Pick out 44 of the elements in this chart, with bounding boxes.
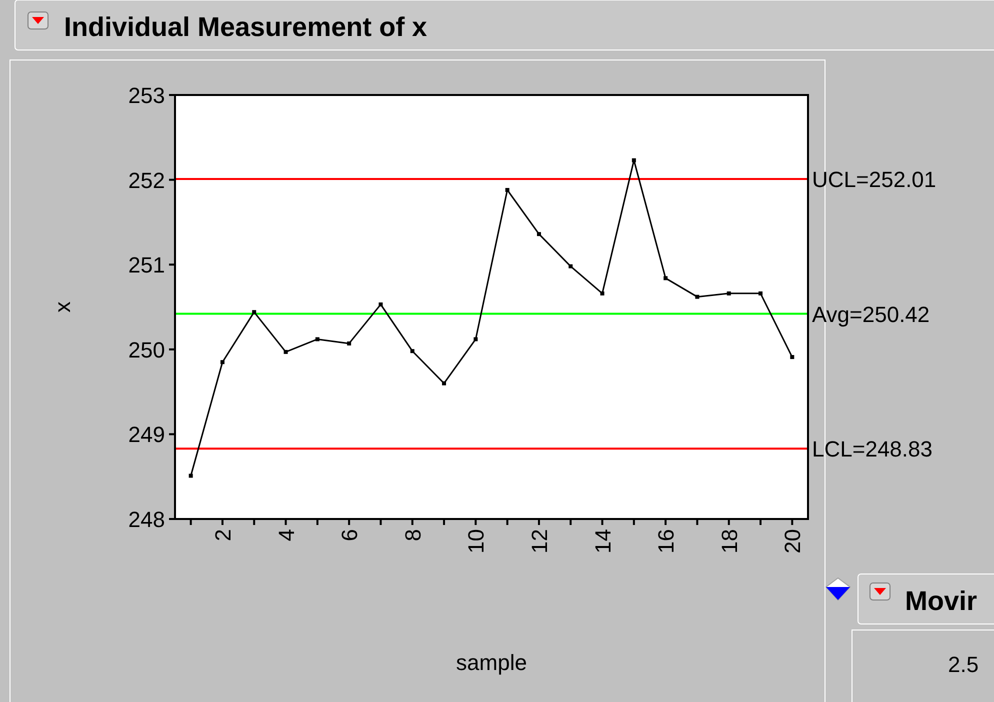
text: Movir	[905, 586, 978, 616]
x-tick-label: 16	[654, 529, 679, 554]
point	[664, 276, 668, 280]
y-tick-label: 248	[128, 507, 165, 532]
x-tick-label: 10	[464, 529, 489, 554]
y-axis-title: x	[50, 302, 75, 312]
x-tick-label: 14	[590, 529, 616, 554]
x-axis-title: sample	[456, 650, 527, 675]
point	[536, 232, 541, 236]
x-tick-label: 4	[274, 529, 299, 542]
point	[695, 294, 700, 299]
point	[442, 381, 446, 386]
y-tick-label: 253	[128, 83, 165, 108]
point	[600, 291, 604, 296]
point	[632, 158, 636, 162]
point	[378, 302, 383, 306]
ref-line-label: LCL=248.83	[812, 436, 932, 462]
point	[474, 337, 478, 342]
x-tick-label: 20	[780, 529, 806, 554]
y-tick-label: 250	[128, 337, 165, 362]
point	[758, 291, 763, 296]
y-tick-label: 252	[128, 168, 165, 193]
point	[252, 310, 256, 314]
point	[315, 337, 320, 342]
x-tick-label: 18	[716, 529, 742, 554]
text: 2.5	[948, 652, 979, 677]
chart-title: Individual Measurement of x	[64, 12, 428, 42]
y-tick-label: 251	[128, 252, 165, 278]
point	[790, 355, 794, 360]
point	[726, 291, 731, 296]
point	[568, 264, 573, 268]
x-tick-label: 12	[526, 529, 552, 554]
point	[347, 341, 352, 346]
ref-line-label: Avg=250.42	[812, 302, 930, 327]
ref-line-label: UCL=252.01	[812, 166, 936, 192]
point	[284, 350, 288, 354]
point	[188, 474, 193, 478]
x-tick-label: 8	[400, 529, 426, 542]
y-tick-label: 249	[128, 422, 165, 448]
x-tick-label: 6	[337, 529, 362, 542]
point	[410, 349, 414, 354]
point	[505, 188, 510, 192]
x-tick-label: 2	[210, 529, 236, 542]
point	[220, 360, 224, 364]
